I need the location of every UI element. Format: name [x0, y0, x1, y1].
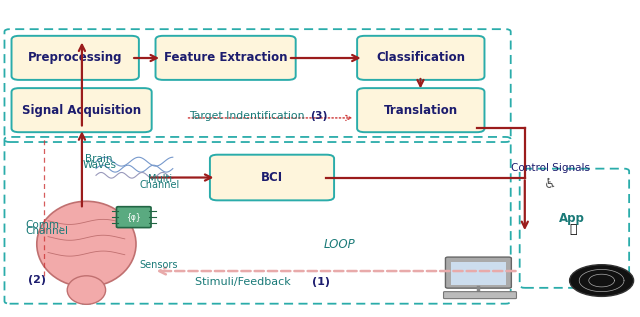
Text: Signal Acquisition: Signal Acquisition	[22, 104, 141, 117]
Text: Translation: Translation	[384, 104, 458, 117]
Text: (2): (2)	[28, 275, 46, 285]
Text: ♿: ♿	[544, 177, 557, 191]
Text: (3): (3)	[310, 111, 328, 121]
FancyBboxPatch shape	[357, 88, 484, 132]
Text: LOOP: LOOP	[323, 237, 355, 251]
FancyBboxPatch shape	[12, 36, 139, 80]
Text: Channel: Channel	[140, 180, 180, 190]
FancyBboxPatch shape	[451, 262, 506, 285]
Circle shape	[570, 265, 634, 296]
Text: Feature Extraction: Feature Extraction	[164, 51, 287, 64]
Text: (1): (1)	[312, 277, 330, 287]
Text: Stimuli/Feedback: Stimuli/Feedback	[195, 277, 294, 287]
Text: BCI: BCI	[261, 171, 283, 184]
Text: Target Indentification: Target Indentification	[189, 111, 308, 121]
Text: Comm.: Comm.	[26, 220, 63, 230]
Ellipse shape	[67, 276, 106, 304]
FancyBboxPatch shape	[156, 36, 296, 80]
Text: App: App	[559, 212, 584, 225]
FancyBboxPatch shape	[357, 36, 484, 80]
FancyBboxPatch shape	[210, 155, 334, 200]
Text: 🧑: 🧑	[569, 223, 577, 236]
Text: Sensors: Sensors	[140, 260, 178, 270]
Ellipse shape	[37, 201, 136, 287]
Text: Control Signals: Control Signals	[511, 163, 590, 173]
Text: Waves: Waves	[82, 160, 116, 170]
FancyBboxPatch shape	[12, 88, 152, 132]
FancyBboxPatch shape	[444, 292, 516, 299]
Text: Preprocessing: Preprocessing	[28, 51, 122, 64]
Text: Channel: Channel	[26, 226, 68, 236]
Text: Multi: Multi	[148, 174, 172, 184]
Text: Classification: Classification	[376, 51, 465, 64]
Text: Brain: Brain	[86, 153, 113, 164]
FancyBboxPatch shape	[445, 257, 511, 288]
Text: {φ}: {φ}	[126, 213, 141, 222]
FancyBboxPatch shape	[116, 207, 151, 228]
